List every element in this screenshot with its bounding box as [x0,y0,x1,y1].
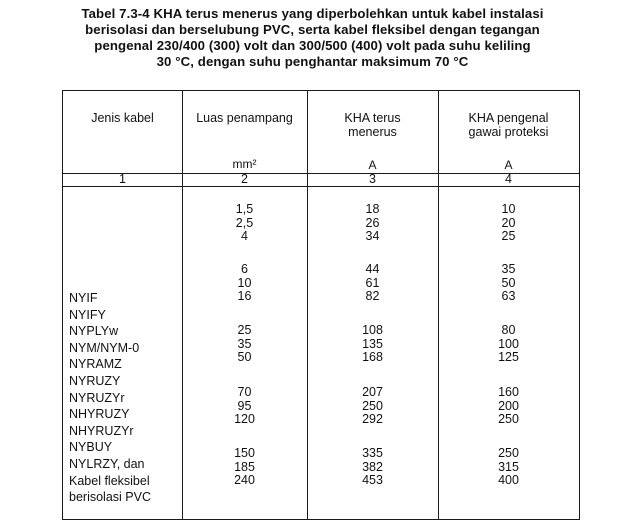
cable-type: berisolasi PVC [69,490,151,505]
header-luas-penampang: Luas penampang [196,111,293,125]
caption-line-3: pengenal 230/400 (300) volt dan 300/500 … [94,38,531,53]
protection-group-1: 10 20 25 [501,202,516,244]
area-group-3: 25 35 50 [237,323,252,365]
kha-group-3: 108 135 168 [362,323,383,365]
column-number-4: 4 [505,172,512,186]
protection-group-5: 250 315 400 [498,446,519,488]
table-caption: Tabel 7.3-4 KHA terus menerus yang diper… [0,6,625,70]
area-group-5: 150 185 240 [234,446,255,488]
kha-group-5: 335 382 453 [362,446,383,488]
kha-table: Jenis kabel Luas penampang KHA terus men… [62,90,580,520]
cable-type: Kabel fleksibel [69,473,150,488]
unit-protection: A [504,158,513,172]
protection-group-3: 80 100 125 [498,323,519,365]
protection-group-2: 35 50 63 [501,262,516,304]
cable-type: NYRAMZ [69,357,122,372]
cable-type: NYLRZY, dan [69,456,145,471]
kha-group-2: 44 61 82 [365,262,380,304]
protection-group-4: 160 200 250 [498,385,519,427]
cable-type-list: NYIF NYIFY NYPLYw NYM/NYM-0 NYRAMZ NYRUZ… [69,290,151,506]
cable-type: NYPLYw [69,324,119,339]
area-group-1: 1,5 2,5 4 [235,202,254,244]
column-divider [438,91,439,519]
cable-type: NHYRUZY [69,407,130,422]
unit-kha: A [368,158,377,172]
cable-type: NYRUZYr [69,390,125,405]
area-group-4: 70 95 120 [234,385,255,427]
kha-group-1: 18 26 34 [365,202,380,244]
header-rule [63,173,579,174]
caption-line-2: berisolasi dan berselubung PVC, serta ka… [85,22,540,37]
column-number-1: 1 [119,172,126,186]
column-number-3: 3 [369,172,376,186]
cable-type: NYRUZY [69,373,121,388]
column-divider [307,91,308,519]
cable-type: NYIF [69,291,98,305]
header-jenis-kabel: Jenis kabel [91,111,154,125]
header-rule [63,186,579,187]
cable-type: NYIFY [69,307,106,322]
cable-type: NHYRUZYr [69,423,134,438]
cable-type: NYM/NYM-0 [69,340,140,355]
cable-type: NYBUY [69,440,113,455]
column-number-2: 2 [241,172,248,186]
kha-group-4: 207 250 292 [362,385,383,427]
column-divider [182,91,183,519]
unit-area: mm² [232,157,257,171]
header-kha-terus-menerus: KHA terus menerus [344,111,401,139]
area-group-2: 6 10 16 [237,262,252,304]
caption-line-4: 30 °C, dengan suhu penghantar maksimum 7… [156,54,469,69]
header-kha-pengenal: KHA pengenal gawai proteksi [468,111,549,139]
caption-line-1: Tabel 7.3-4 KHA terus menerus yang diper… [81,6,544,21]
